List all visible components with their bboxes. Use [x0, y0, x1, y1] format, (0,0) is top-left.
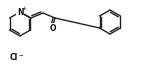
Text: O: O: [50, 24, 56, 33]
Text: −: −: [18, 52, 23, 57]
Text: Cl: Cl: [10, 52, 18, 62]
Text: +: +: [21, 6, 26, 11]
Text: N: N: [17, 7, 23, 17]
